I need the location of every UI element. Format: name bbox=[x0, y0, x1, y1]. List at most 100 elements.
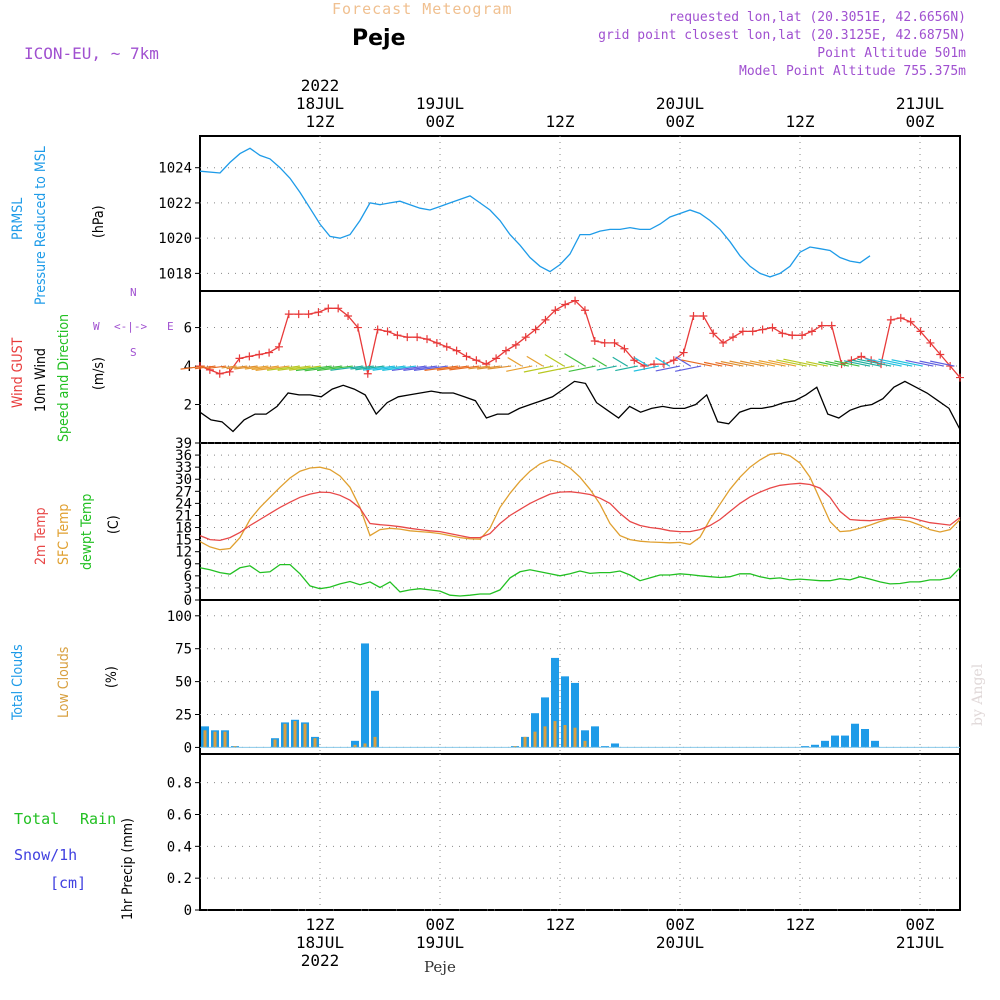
top-axis-label: 12Z bbox=[546, 112, 575, 131]
wind-arrow bbox=[362, 365, 396, 371]
gust-marker bbox=[314, 308, 323, 317]
y-tick-label: 0 bbox=[184, 903, 192, 919]
y-tick-label: 1020 bbox=[158, 231, 192, 247]
panel-frame-3 bbox=[199, 599, 961, 755]
wind-arrow bbox=[507, 357, 522, 367]
gust-marker bbox=[709, 329, 718, 338]
y-tick-label: 2 bbox=[184, 398, 192, 414]
gust-marker bbox=[669, 356, 678, 365]
top-axis-label: 21JUL bbox=[896, 94, 944, 113]
wind-arrow bbox=[487, 365, 512, 370]
gust-marker bbox=[423, 335, 432, 344]
bottom-axis-label: 00Z bbox=[906, 915, 935, 934]
total-cloud-bar bbox=[561, 676, 569, 748]
wind-arrow bbox=[568, 365, 596, 373]
wind-arrow bbox=[634, 357, 649, 367]
gust-marker bbox=[344, 312, 353, 321]
total-cloud-bar bbox=[571, 682, 579, 748]
wind-arrow bbox=[372, 365, 406, 371]
wind-arrow bbox=[749, 360, 776, 367]
wind-arrow bbox=[891, 359, 923, 367]
wind-arrow bbox=[857, 358, 892, 367]
cm-label: [cm] bbox=[50, 874, 87, 892]
gust-marker bbox=[511, 340, 520, 349]
total-cloud-bar bbox=[841, 735, 849, 748]
wind-arrow bbox=[930, 360, 955, 367]
y-tick-label: 75 bbox=[175, 642, 192, 658]
gust-marker bbox=[728, 333, 737, 342]
y-tick-label: 0.6 bbox=[167, 807, 192, 823]
gust-marker bbox=[393, 331, 402, 340]
low-cloud-bar bbox=[283, 723, 287, 748]
gust-marker bbox=[620, 344, 629, 353]
wind-arrow bbox=[194, 365, 216, 370]
total-cloud-bar bbox=[821, 740, 829, 748]
top-axis-label: 00Z bbox=[906, 112, 935, 131]
y-tick-label: 15 bbox=[175, 533, 192, 549]
gust-marker bbox=[748, 327, 757, 336]
total-cloud-bar bbox=[601, 746, 609, 748]
gust-marker bbox=[886, 315, 895, 324]
gust-marker bbox=[462, 352, 471, 361]
gust-marker bbox=[255, 350, 264, 359]
gust-marker bbox=[600, 338, 609, 347]
wind-arrow bbox=[720, 360, 744, 367]
wind-arrow bbox=[905, 359, 934, 367]
total-cloud-bar bbox=[351, 740, 359, 748]
gust-marker bbox=[225, 367, 234, 376]
total-cloud-bar bbox=[581, 730, 589, 748]
wind-arrow bbox=[776, 359, 807, 367]
y-tick-label: 6 bbox=[184, 321, 192, 337]
low-cloud-bar bbox=[563, 725, 567, 748]
gust-marker bbox=[758, 325, 767, 334]
gust-line bbox=[199, 299, 961, 379]
wind-arrow bbox=[768, 359, 797, 367]
total-cloud-bar bbox=[831, 735, 839, 748]
wind-arrow bbox=[226, 365, 248, 370]
wind-arrow bbox=[655, 365, 681, 372]
wind-arrow bbox=[350, 365, 374, 370]
top-axis-label: 19JUL bbox=[416, 94, 464, 113]
y-tick-label: 100 bbox=[167, 609, 192, 625]
wind-arrow bbox=[506, 365, 533, 372]
y-tick-label: 0 bbox=[184, 740, 192, 756]
wind-arrow bbox=[476, 365, 501, 370]
low-cloud-bar bbox=[523, 736, 527, 748]
wind-arrow bbox=[544, 354, 565, 367]
gust-marker bbox=[630, 356, 639, 365]
gust-marker bbox=[788, 331, 797, 340]
low-cloud-bar bbox=[543, 726, 547, 748]
wind-arrow bbox=[523, 365, 554, 373]
wind-arrow bbox=[865, 358, 902, 367]
wind-arrow bbox=[818, 361, 839, 367]
wind-arrow bbox=[295, 365, 332, 372]
top-axis-label: 12Z bbox=[786, 112, 815, 131]
gust-marker bbox=[235, 354, 244, 363]
wind-speed-line bbox=[199, 380, 961, 433]
model-name: ICON-EU, ~ 7km bbox=[24, 44, 159, 63]
y-tick-label: 30 bbox=[175, 472, 192, 488]
y-tick-label: 0 bbox=[184, 593, 192, 609]
dewpt-line bbox=[199, 563, 961, 597]
gust-marker bbox=[403, 333, 412, 342]
gust-marker bbox=[452, 346, 461, 355]
low-cloud-bar bbox=[373, 736, 377, 748]
gust-marker bbox=[383, 327, 392, 336]
gust-marker bbox=[363, 369, 372, 378]
wind-arrow bbox=[244, 365, 269, 370]
wind-arrow bbox=[537, 365, 575, 374]
footer-station: Peje bbox=[424, 958, 456, 976]
gust-marker bbox=[679, 348, 688, 357]
wind-arrow bbox=[251, 365, 279, 371]
wind-arrow bbox=[825, 360, 850, 367]
y-tick-label: 4 bbox=[184, 359, 192, 375]
wind-arrow bbox=[206, 365, 227, 370]
y-tick-label: 27 bbox=[175, 484, 192, 500]
gust-marker bbox=[274, 342, 283, 351]
wind-arrow bbox=[289, 365, 322, 371]
wind-arrow bbox=[758, 360, 786, 367]
wind-arrow bbox=[391, 365, 427, 372]
gust-marker bbox=[215, 369, 224, 378]
top-axis-label: 00Z bbox=[426, 112, 455, 131]
